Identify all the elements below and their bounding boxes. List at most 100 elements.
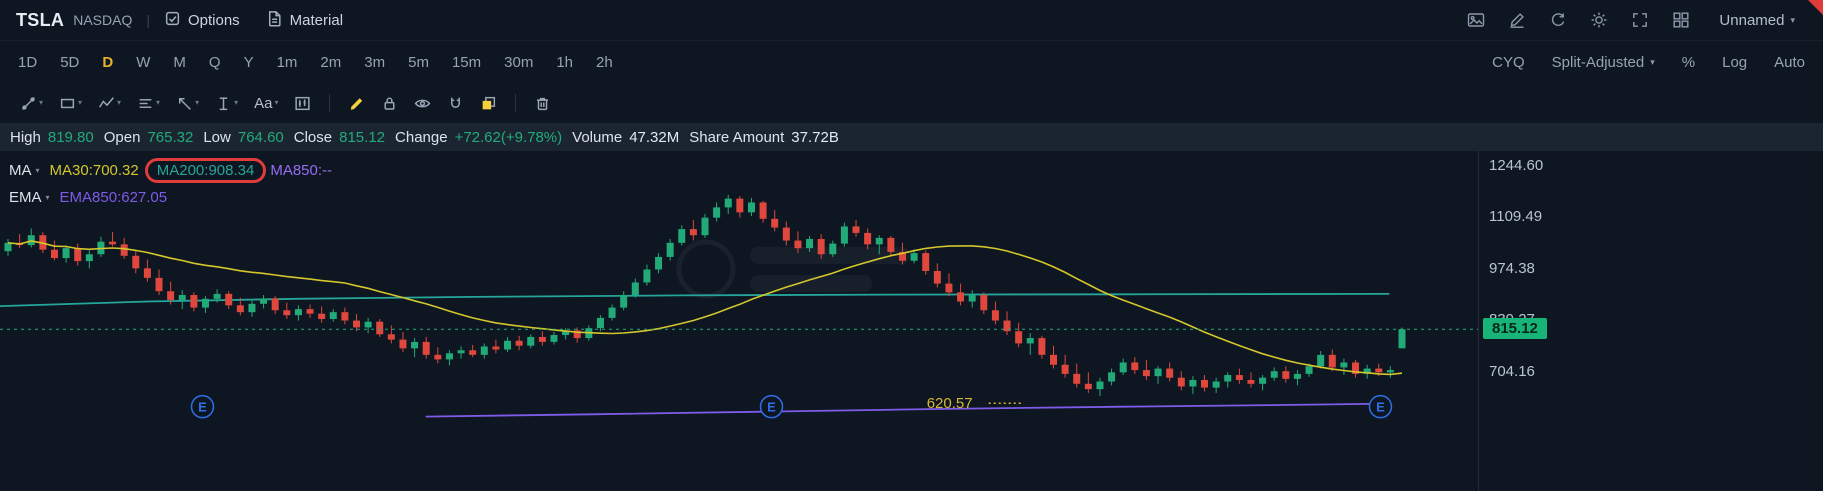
quote-label: Low [203,128,231,146]
svg-text:E: E [198,400,207,415]
material-nav-button[interactable]: Material [266,10,343,31]
timeframe-button[interactable]: D [102,53,114,71]
cyq-button[interactable]: CYQ [1492,53,1525,71]
fullscreen-icon[interactable] [1631,11,1649,29]
options-label: Options [187,11,240,29]
ma200-value: MA200:908.34 [156,162,255,179]
earnings-marker [759,394,784,419]
price-note: 620.57 [927,395,973,412]
chevron-down-icon: ▾ [1650,56,1655,67]
log-scale-button[interactable]: Log [1722,53,1748,71]
timeframe-button[interactable]: 15m [451,53,482,71]
symbol-title: TSLA [16,9,65,30]
last-price-badge: 815.12 [1483,318,1547,340]
timeframe-button[interactable]: Y [243,53,254,71]
header-left: TSLA NASDAQ | Options Material [16,10,369,31]
settings-gear-icon[interactable] [1590,11,1608,29]
timeframe-button[interactable]: 5m [408,53,429,71]
candlestick-plot[interactable]: 620.57 E E E MA ▾ MA30:700.32 MA200:908.34 … [0,151,1479,491]
quote-bar: High 819.80 Open 765.32 Low 764.60 Close… [0,123,1823,151]
ma-legend-row: MA ▾ MA30:700.32 MA200:908.34 MA850:-- [9,157,342,184]
chevron-down-icon: ▾ [45,193,50,202]
price-axis-label: 974.38 [1489,259,1535,277]
wave-tool[interactable]: ▾ [90,90,129,117]
adjustment-label: Split-Adjusted [1551,53,1645,71]
quote-value: 37.72B [791,128,839,146]
ma850-value[interactable]: MA850:-- [270,162,333,179]
timeframe-button[interactable]: 2h [596,53,613,71]
snapshot-icon[interactable] [1467,11,1485,29]
quote-value: 47.32M [629,128,680,146]
lock-tool[interactable] [373,90,406,117]
header-right: Unnamed ▾ [1467,11,1807,30]
ema850-value[interactable]: EMA850:627.05 [59,189,168,206]
adjustment-dropdown[interactable]: Split-Adjusted ▾ [1552,54,1655,71]
draw-line-icon[interactable] [1508,11,1526,29]
chart-area: 620.57 E E E MA ▾ MA30:700.32 MA200:908.34 … [0,151,1823,491]
timeframe-button[interactable]: 1D [18,53,38,71]
timeframe-button[interactable]: Q [208,53,221,71]
options-nav-button[interactable]: Options [164,10,240,31]
ma200-annotation-box[interactable]: MA200:908.34 [144,158,267,183]
timeframe-button[interactable]: 5D [60,53,80,71]
quote-value: 815.12 [339,128,386,146]
ma-group-toggle[interactable]: MA ▾ [9,162,40,179]
timeframe-button[interactable]: 2m [320,53,342,71]
text-tool[interactable]: Aa ▾ [246,91,286,116]
material-icon [266,10,283,31]
magnet-tool[interactable] [439,90,472,117]
header: TSLA NASDAQ | Options Material Unnamed ▾ [0,0,1823,41]
chevron-down-icon: ▾ [1790,14,1795,25]
quote-field: Close 815.12 [294,129,385,146]
chevron-down-icon: ▾ [117,98,122,107]
quote-label: Close [293,128,333,146]
ma30-value[interactable]: MA30:700.32 [49,162,139,179]
indicator-legend: MA ▾ MA30:700.32 MA200:908.34 MA850:-- E… [9,157,342,211]
brush-tool-active[interactable] [340,90,373,117]
quote-label: Open [103,128,141,146]
price-lines-tool[interactable]: ▾ [129,90,168,117]
timeframe-button[interactable]: 1h [556,53,574,71]
ema-legend-row: EMA ▾ EMA850:627.05 [9,184,342,211]
arrow-tool[interactable]: ▾ [168,90,207,117]
clone-tool[interactable] [472,90,505,117]
pattern-tool[interactable] [286,90,319,117]
trend-line-tool[interactable]: ▾ [12,90,51,117]
timeframe-bar: 1D 5D D W M Q Y 1m 2m 3m 5m 15m 30m 1h 2h CYQ Split-Ad… [0,41,1823,83]
ema-group-toggle[interactable]: EMA ▾ [9,189,50,206]
quote-value: 819.80 [47,128,94,146]
workspace-label: Unnamed [1719,11,1785,29]
chevron-down-icon: ▾ [195,98,200,107]
price-axis-label: 1109.49 [1489,208,1543,226]
timeframe-list: 1D 5D D W M Q Y 1m 2m 3m 5m 15m 30m 1h 2h [18,54,636,71]
chevron-down-icon: ▾ [234,98,239,107]
quote-field: Open 765.32 [104,129,194,146]
visibility-tool[interactable] [406,90,439,117]
timeframe-button[interactable]: 1m [276,53,298,71]
measure-tool[interactable]: ▾ [207,90,246,117]
timeframe-button[interactable]: 3m [364,53,386,71]
layout-grid-icon[interactable] [1672,11,1690,29]
auto-scale-button[interactable]: Auto [1774,53,1805,71]
quote-field: High 819.80 [10,129,94,146]
earnings-marker [1368,394,1393,419]
chevron-down-icon: ▾ [78,98,83,107]
delete-tool[interactable] [526,90,559,117]
timeframe-button[interactable]: W [136,53,151,71]
scale-controls: CYQ Split-Adjusted ▾ % Log Auto [1492,54,1805,71]
chevron-down-icon: ▾ [156,98,161,107]
quote-label: Volume [572,128,623,146]
timeframe-button[interactable]: M [173,53,186,71]
timeframe-button[interactable]: 30m [504,53,534,71]
workspace-dropdown[interactable]: Unnamed ▾ [1713,11,1801,30]
percent-scale-button[interactable]: % [1681,53,1696,71]
toolbar-divider [515,94,517,112]
watermark [676,239,736,299]
toolbar-divider [329,94,331,112]
refresh-icon[interactable] [1549,11,1567,29]
quote-label: Share Amount [689,128,785,146]
chart-canvas: 620.57 E E E [0,194,1478,419]
svg-text:E: E [767,400,776,415]
rectangle-tool[interactable]: ▾ [51,90,90,117]
